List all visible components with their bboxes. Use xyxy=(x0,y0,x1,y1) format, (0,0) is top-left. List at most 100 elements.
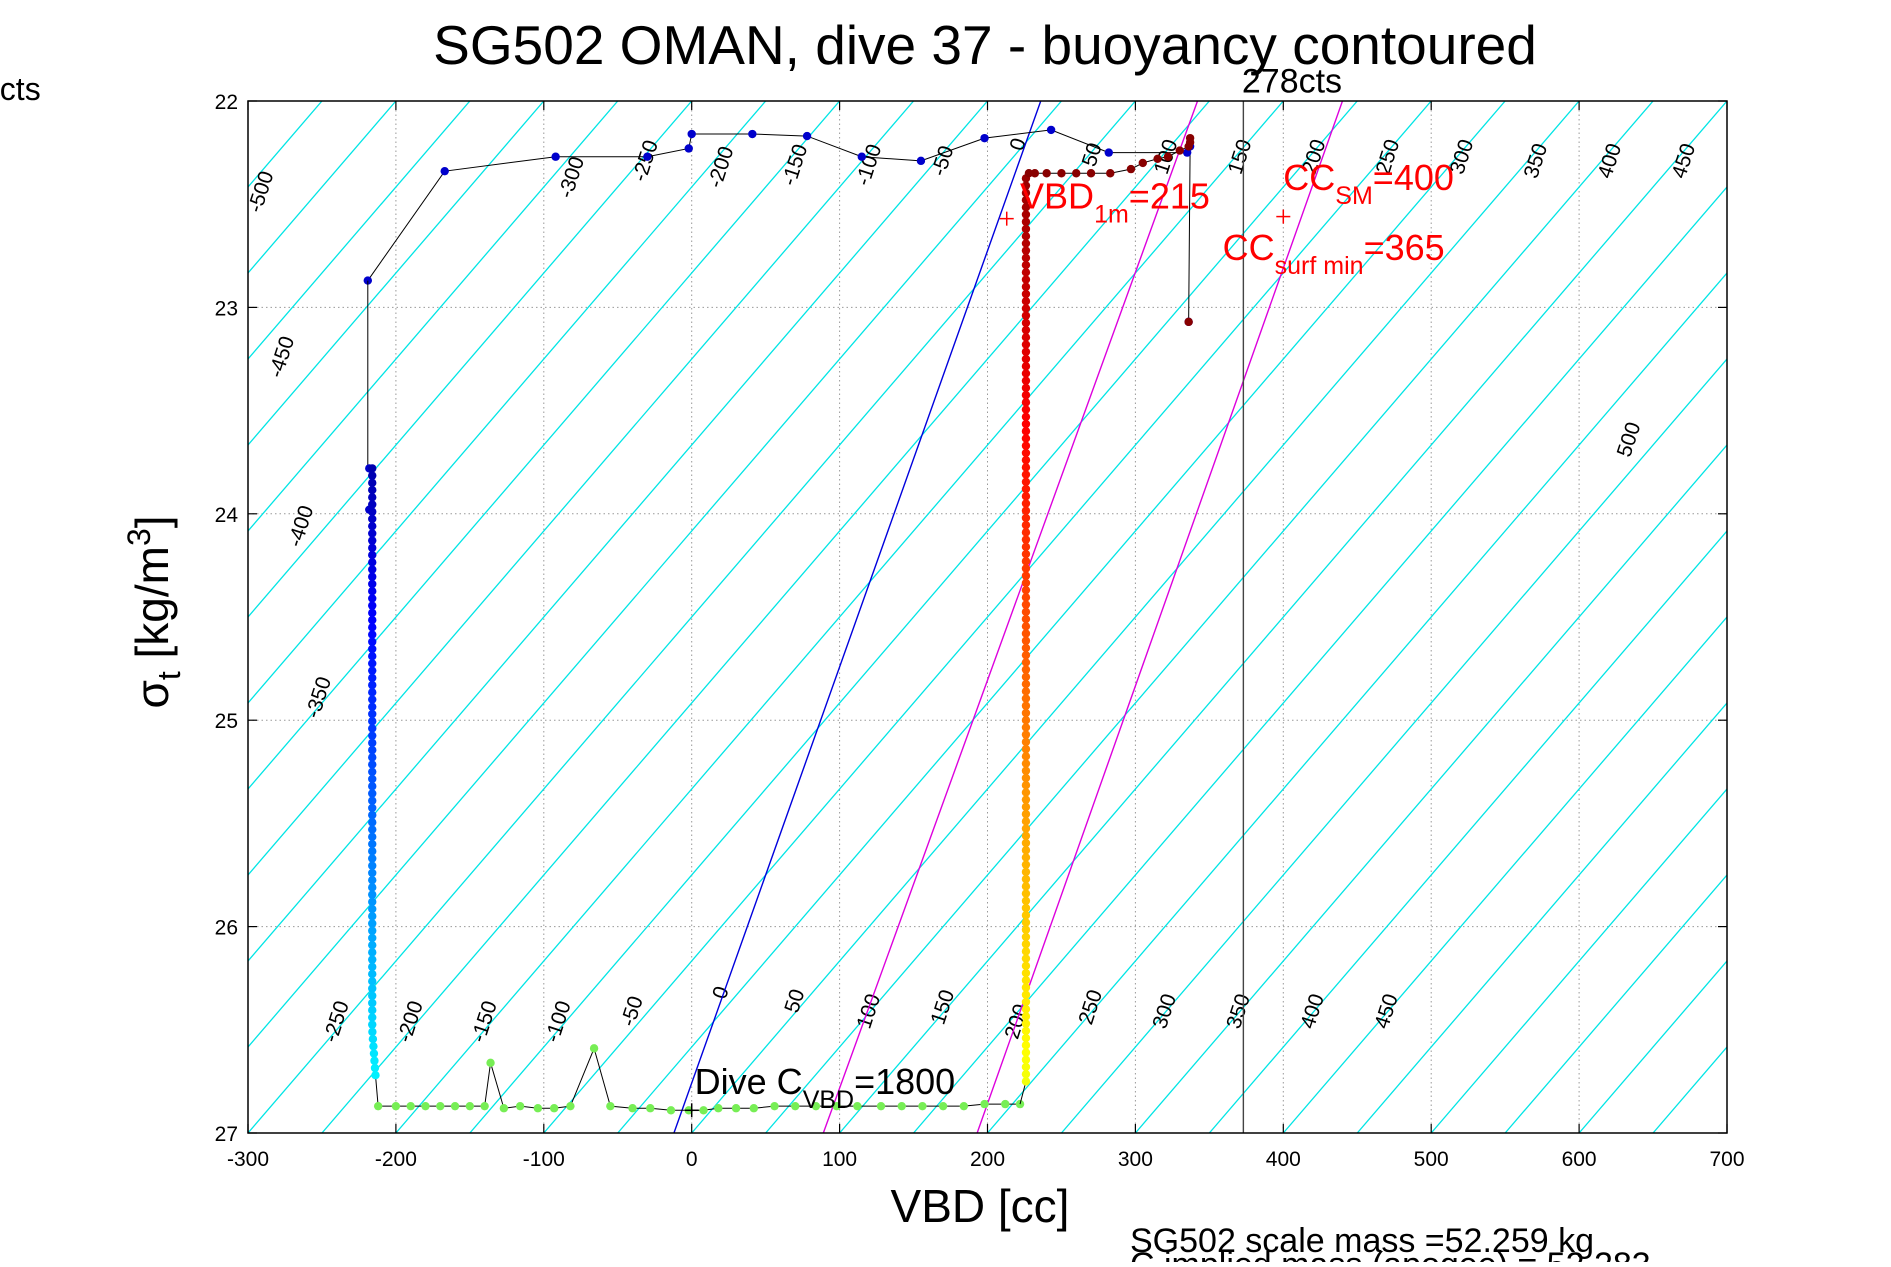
right-spine-point xyxy=(1021,398,1031,407)
annotation-sub: 1m xyxy=(1094,200,1129,228)
annotation-main: Dive C xyxy=(695,1061,803,1102)
right-spine-point xyxy=(1021,643,1031,653)
contour-label-bottom: 450 xyxy=(1370,991,1403,1031)
bottom-point xyxy=(832,1101,841,1111)
left-spine-point xyxy=(368,652,377,661)
right-spine-point xyxy=(1021,961,1031,971)
contour-label-bottom: -200 xyxy=(393,998,428,1045)
right-spine-point xyxy=(1021,578,1031,588)
annotation-main: CC xyxy=(1223,227,1275,268)
contour-label-top: -400 xyxy=(284,503,319,550)
annotation-main: VBD xyxy=(1020,175,1094,216)
bottom-point xyxy=(811,1101,821,1111)
right-spine-point xyxy=(1021,217,1031,226)
right-spine-point xyxy=(1021,419,1031,429)
bottom-point xyxy=(646,1104,655,1113)
contour-label-top: -50 xyxy=(927,143,958,179)
x-tick-label: 0 xyxy=(686,1148,698,1171)
right-spine-point xyxy=(1021,434,1031,443)
right-spine-point xyxy=(1021,340,1031,349)
climb-point xyxy=(1104,148,1113,157)
x-tick-label: 600 xyxy=(1562,1148,1597,1171)
right-spine-point xyxy=(1021,448,1031,458)
climb-trace-line xyxy=(367,129,1191,322)
left-spine-point xyxy=(368,536,377,545)
x-axis-label: VBD [cc] xyxy=(891,1180,1070,1232)
left-spine-point xyxy=(368,897,377,907)
contour-label-top: -150 xyxy=(778,141,813,188)
right-spine-point xyxy=(1021,405,1031,414)
right-spine-point xyxy=(1021,636,1031,645)
left-spine-point xyxy=(368,471,377,480)
left-spine-point xyxy=(368,782,377,791)
contour-label-bottom: -150 xyxy=(467,998,502,1045)
y-axis-label-end: ] xyxy=(126,515,178,528)
left-spine-point xyxy=(368,478,377,488)
bottom-point xyxy=(749,1104,759,1113)
right-spine-point xyxy=(1021,882,1031,891)
x-tick-label: 400 xyxy=(1266,1148,1301,1171)
top-descent-point xyxy=(1185,133,1195,143)
left-spine-point xyxy=(368,493,377,502)
left-spine-point xyxy=(368,630,377,639)
left-spine-point xyxy=(368,644,377,654)
left-spine-point xyxy=(368,890,377,899)
contour-line xyxy=(1282,616,1727,1133)
right-spine-point xyxy=(1021,311,1031,320)
top-descent-point xyxy=(1175,146,1184,155)
x-tick-label: -100 xyxy=(523,1148,565,1171)
right-spine-point xyxy=(1021,470,1031,479)
right-spine-point xyxy=(1021,369,1031,378)
right-spine-point xyxy=(1021,954,1031,963)
annotation-sub: surf min xyxy=(1275,252,1364,280)
right-spine-point xyxy=(1021,614,1031,624)
contour-line xyxy=(765,101,1654,1133)
footer-line-1: SG502 scale mass =52.259 kg xyxy=(1130,1222,1594,1260)
annotation-text: Dive CVBD=1800 xyxy=(695,1061,956,1114)
right-spine-point xyxy=(1021,737,1031,747)
bottom-point xyxy=(666,1106,676,1115)
left-spine-point xyxy=(368,977,377,986)
bottom-point xyxy=(515,1101,525,1111)
left-spine-point xyxy=(368,717,377,726)
right-spine-point xyxy=(1021,795,1031,804)
right-spine-point xyxy=(1021,860,1031,869)
left-spine-point xyxy=(368,565,377,574)
right-spine-point xyxy=(1021,694,1031,703)
right-spine-point xyxy=(1021,304,1031,313)
left-spine-point xyxy=(368,695,377,704)
contour-label-top: 400 xyxy=(1594,141,1627,181)
annotation-text: VBD1m=215 xyxy=(1020,175,1210,228)
top-descent-point xyxy=(1042,169,1051,178)
x-tick-label: -200 xyxy=(375,1148,417,1171)
right-spine-point xyxy=(1021,947,1031,956)
right-spine-point xyxy=(1021,701,1031,710)
contour-line xyxy=(913,186,1727,1133)
top-descent-point xyxy=(1138,158,1147,168)
right-spine-point xyxy=(1021,665,1031,674)
right-spine-point xyxy=(1021,289,1031,299)
bottom-point xyxy=(406,1101,415,1111)
contour-line xyxy=(617,101,1506,1133)
y-axis-label-main: σ xyxy=(126,680,178,708)
y-axis-label: σt [kg/m3] xyxy=(121,515,187,708)
annotation-text: CCSM=400 xyxy=(1283,157,1454,210)
contour-line xyxy=(1208,530,1727,1133)
contour-label-bottom: -100 xyxy=(541,998,576,1045)
contour-label-bottom: 100 xyxy=(853,991,886,1031)
right-spine-point xyxy=(1021,687,1031,696)
right-spine-point xyxy=(1021,557,1031,566)
bottom-point xyxy=(918,1101,927,1111)
left-spine-point xyxy=(369,1042,378,1051)
right-spine-point xyxy=(1021,412,1031,421)
left-spine-point xyxy=(368,659,377,668)
bottom-point xyxy=(533,1104,543,1113)
left-spine-point xyxy=(368,680,377,690)
right-spine-point xyxy=(1021,622,1031,631)
left-spine-point xyxy=(368,673,377,683)
right-spine-point xyxy=(1021,513,1031,523)
left-spine-point xyxy=(368,832,377,842)
contour-label-bottom: 150 xyxy=(927,987,960,1027)
climb-point xyxy=(643,152,652,161)
contour-line xyxy=(1504,874,1727,1133)
